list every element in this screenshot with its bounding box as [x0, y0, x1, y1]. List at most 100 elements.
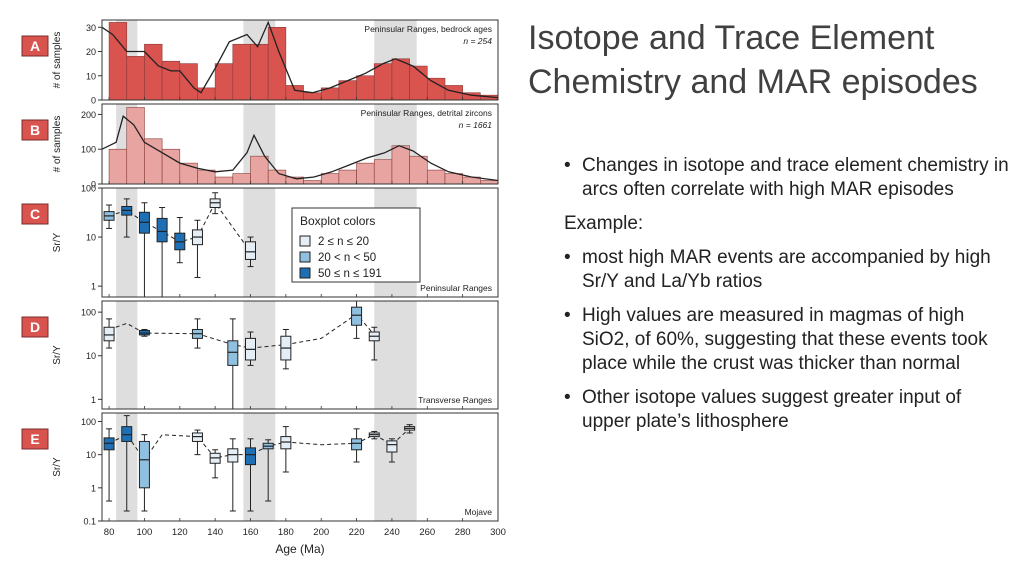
boxplot-box: [245, 241, 256, 260]
bullet-item: • High values are measured in magmas of …: [564, 304, 1014, 376]
y-tick-label: 100: [81, 308, 96, 318]
boxplot-box: [245, 447, 256, 466]
x-tick-label: 260: [419, 527, 435, 538]
example-label: Example:: [564, 213, 644, 234]
histogram-bar: [426, 169, 446, 184]
panel-letter-badge: [21, 316, 49, 338]
bullet-text: High values are measured in magmas of hi…: [582, 305, 988, 374]
histogram-bar: [409, 155, 428, 184]
boxplot-box: [138, 440, 150, 489]
y-axis-label: Sr/Y: [52, 457, 63, 477]
bullet-list-bottom: • most high MAR events are accompanied b…: [564, 246, 1014, 434]
panel-frame: [101, 103, 499, 185]
panel-n-label: n = 254: [463, 36, 492, 46]
panel-title: Peninsular Ranges, bedrock ages: [364, 24, 492, 34]
y-tick-label: 1: [91, 282, 96, 292]
text-panel: • Changes in isotope and trace element c…: [564, 154, 1014, 434]
chart-figure: Peninsular Ranges, bedrock ages n = 254 0 1…: [20, 14, 520, 570]
histogram-bar: [214, 63, 234, 100]
panel-letter-badge: [21, 119, 49, 141]
legend-label: 20 < n < 50: [318, 252, 376, 264]
shaded-band: [116, 301, 138, 409]
y-axis-label: # of samples: [52, 32, 63, 89]
x-tick-label: 200: [313, 527, 329, 538]
slide-title: Isotope and Trace Element Chemistry and …: [528, 19, 978, 101]
panel-a: Peninsular Ranges, bedrock ages n = 254 0 1…: [21, 19, 499, 106]
bullet-item: • Other isotope values suggest greater i…: [564, 386, 1014, 434]
y-tick-label: 1: [91, 395, 96, 405]
x-tick-label: 160: [243, 527, 259, 538]
boxplot-box: [227, 448, 239, 463]
histogram-bar: [444, 173, 463, 184]
legend-box: [291, 207, 421, 283]
bullet-glyph: •: [564, 247, 571, 268]
y-tick-label: 20: [86, 47, 96, 57]
histogram-bar: [126, 107, 145, 184]
bullet-list-top: • Changes in isotope and trace element c…: [564, 154, 1014, 202]
x-tick-label: 140: [207, 527, 223, 538]
histogram-bar: [303, 180, 322, 184]
histogram-bar: [250, 155, 269, 184]
bullet-item: • Changes in isotope and trace element c…: [564, 154, 1014, 202]
histogram-bar: [373, 63, 393, 100]
panel-title: Mojave: [465, 507, 493, 517]
histogram-bar: [144, 43, 163, 100]
plot-area: [102, 20, 498, 100]
histogram-bar: [391, 145, 410, 184]
panel-b: Peninsular Ranges, detrital zircons n = 1…: [21, 103, 499, 190]
legend-title: Boxplot colors: [300, 214, 375, 228]
y-tick-label: 0: [91, 96, 96, 106]
y-tick-label: 1: [91, 483, 96, 493]
y-tick-label: 100: [81, 417, 96, 427]
legend-swatch: [299, 235, 311, 247]
plot-area: [103, 413, 417, 521]
boxplot-box: [280, 436, 292, 450]
y-tick-label: 30: [86, 23, 96, 33]
panel-title: Peninsular Ranges: [420, 283, 492, 293]
panel-title: Transverse Ranges: [418, 395, 492, 405]
panel-frame: [101, 187, 499, 298]
panel-frame: [101, 19, 499, 101]
panel-letter: B: [30, 122, 40, 138]
boxplot-box: [121, 426, 133, 442]
boxplot-box: [351, 306, 363, 326]
panel-letter: D: [30, 319, 40, 335]
boxplot-box: [103, 326, 115, 342]
histogram-bar: [391, 58, 410, 100]
bullet-spacer: [564, 294, 1014, 304]
bullet-glyph: •: [564, 305, 571, 326]
x-tick-label: 120: [172, 527, 188, 538]
histogram-bar: [356, 75, 375, 100]
legend-swatch: [299, 267, 311, 279]
y-tick-label: 0.1: [83, 517, 96, 527]
panel-letter-badge: [21, 203, 49, 225]
density-curve: [102, 20, 498, 99]
panel-letter-badge: [21, 428, 49, 450]
histogram-bar: [232, 173, 251, 184]
bullet-item: • most high MAR events are accompanied b…: [564, 246, 1014, 294]
legend-swatch: [299, 251, 311, 263]
panel-letter: A: [30, 38, 40, 54]
density-curve: [102, 115, 498, 182]
boxplot-box: [351, 438, 363, 451]
x-tick-label: 180: [278, 527, 294, 538]
histogram-bar: [161, 60, 181, 100]
shaded-band: [374, 301, 417, 409]
y-tick-label: 10: [86, 233, 96, 243]
y-tick-label: 200: [81, 110, 96, 120]
histogram-bar: [356, 162, 375, 184]
median-trend-line: [108, 313, 375, 349]
histogram-bar: [197, 169, 216, 184]
median-trend-line: [108, 428, 410, 461]
plot-area: [102, 104, 498, 184]
histogram-bar: [126, 56, 145, 100]
histogram-bar: [144, 138, 163, 184]
y-axis-label: # of samples: [52, 116, 63, 173]
histogram-bar: [250, 43, 269, 100]
y-axis-label: Sr/Y: [52, 232, 63, 252]
y-tick-label: 100: [81, 184, 96, 194]
x-tick-label: 220: [349, 527, 365, 538]
y-tick-label: 10: [86, 351, 96, 361]
y-axis-label: Sr/Y: [52, 345, 63, 365]
histogram-bar: [373, 159, 393, 184]
